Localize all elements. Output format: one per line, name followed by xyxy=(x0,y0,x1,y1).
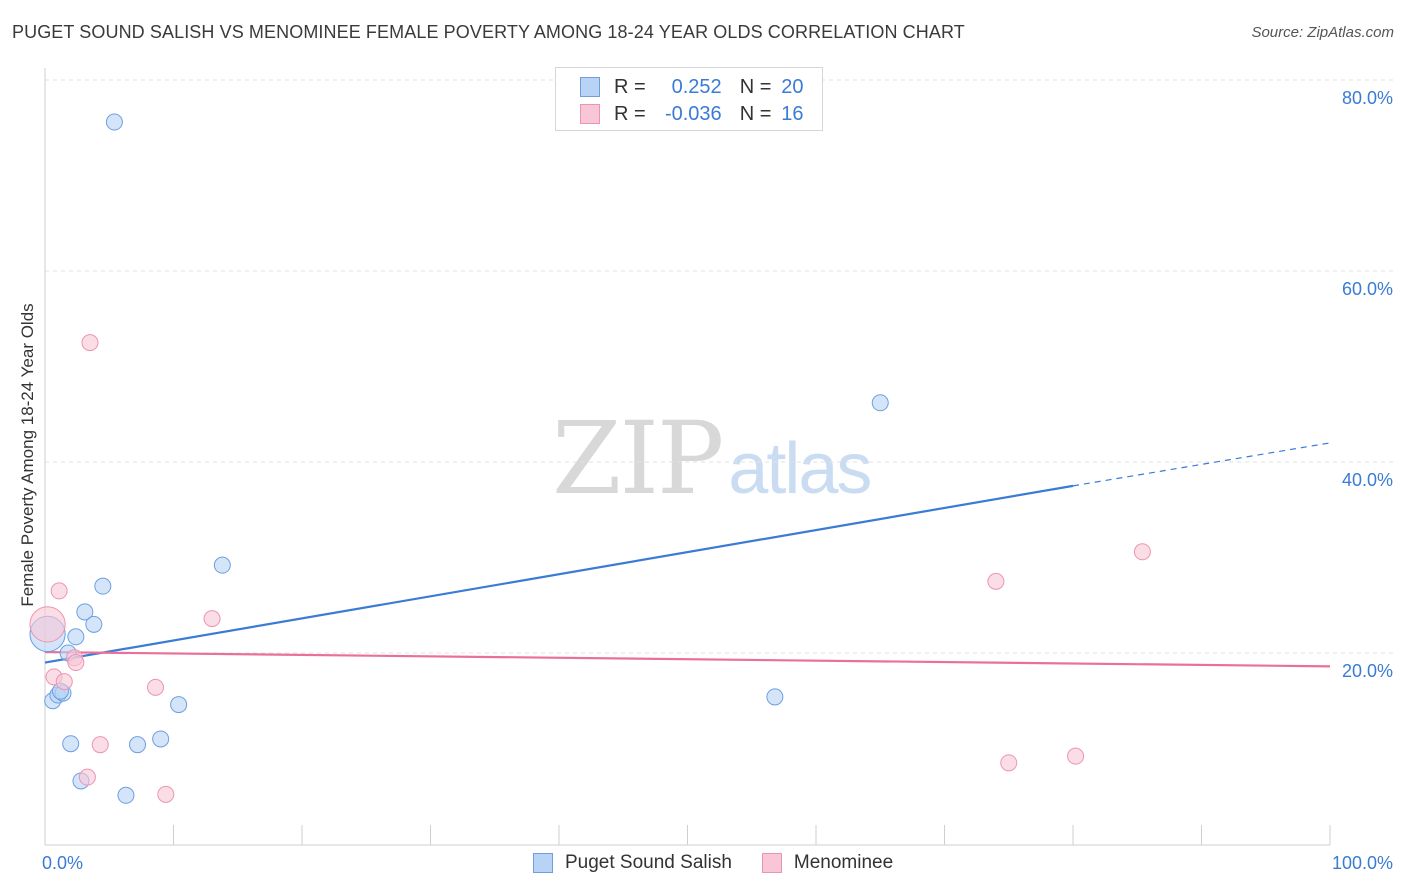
legend-r-label: R = xyxy=(614,75,646,98)
trend-line-menominee xyxy=(44,650,1331,668)
point-menominee xyxy=(29,606,66,643)
legend-row-puget: R = 0.252 N = 20 xyxy=(580,74,807,100)
point-menominee xyxy=(1067,747,1085,765)
point-menominee xyxy=(147,678,165,696)
point-menominee xyxy=(81,334,99,352)
axes xyxy=(44,68,1330,846)
point-menominee xyxy=(67,654,85,672)
y-tick-label: 80.0% xyxy=(1342,88,1393,108)
x-tick-label: 0.0% xyxy=(42,853,83,873)
watermark-atlas: atlas xyxy=(728,429,872,509)
legend-row-menominee: R = -0.036 N = 16 xyxy=(580,101,807,127)
point-menominee xyxy=(55,673,73,691)
point-puget xyxy=(766,688,784,706)
point-menominee xyxy=(91,736,109,754)
point-menominee xyxy=(987,572,1005,590)
point-puget xyxy=(129,736,147,754)
legend-n-label: N = xyxy=(739,102,772,125)
legend-r-label: R = xyxy=(614,102,646,125)
series-legend-menominee: Menominee xyxy=(761,852,894,874)
y-tick-label: 40.0% xyxy=(1342,470,1393,490)
series-swatch-blue xyxy=(533,853,553,873)
trend-line-extension xyxy=(1072,442,1331,487)
point-menominee xyxy=(203,610,221,628)
point-menominee xyxy=(50,582,68,600)
legend-n-value: 16 xyxy=(781,102,804,125)
legend-r-value: 0.252 xyxy=(671,75,722,98)
point-puget xyxy=(76,603,94,621)
point-puget xyxy=(94,577,112,595)
point-puget xyxy=(85,615,103,633)
data-points xyxy=(29,113,1151,804)
source-credit: Source: ZipAtlas.com xyxy=(1251,24,1394,41)
point-puget xyxy=(67,628,85,646)
legend-swatch-blue xyxy=(580,77,600,97)
legend-swatch-pink xyxy=(580,104,600,124)
watermark-zip: ZIP xyxy=(552,400,724,517)
y-axis-label: Female Poverty Among 18-24 Year Olds xyxy=(18,303,37,607)
point-puget xyxy=(871,394,889,412)
legend-r-value: -0.036 xyxy=(664,102,722,125)
point-puget xyxy=(213,556,231,574)
gridlines xyxy=(45,79,1393,654)
point-menominee xyxy=(1000,754,1018,772)
point-puget xyxy=(170,696,188,714)
axis-ticks xyxy=(44,825,1331,845)
correlation-legend: R = 0.252 N = 20 R = -0.036 N = 16 xyxy=(555,67,823,131)
legend-n-value: 20 xyxy=(781,75,804,98)
legend-n-label: N = xyxy=(739,75,772,98)
y-tick-label: 20.0% xyxy=(1342,661,1393,681)
point-puget xyxy=(117,786,135,804)
series-legend-label: Menominee xyxy=(793,852,894,873)
point-puget xyxy=(62,735,80,753)
point-menominee xyxy=(1133,543,1151,561)
watermark: ZIPatlas xyxy=(552,400,872,517)
series-legend: Puget Sound Salish Menominee xyxy=(533,852,923,874)
point-menominee xyxy=(157,785,175,803)
chart-title: PUGET SOUND SALISH VS MENOMINEE FEMALE P… xyxy=(12,22,965,42)
tick-labels: 20.0% 40.0% 60.0% 80.0% 0.0% 100.0% xyxy=(42,88,1393,873)
series-legend-label: Puget Sound Salish xyxy=(565,852,732,873)
point-puget xyxy=(152,730,170,748)
point-menominee xyxy=(78,768,96,786)
trend-line-puget xyxy=(44,484,1074,664)
trend-lines xyxy=(44,442,1331,668)
series-legend-puget: Puget Sound Salish xyxy=(533,852,732,874)
series-swatch-pink xyxy=(761,853,782,873)
y-tick-label: 60.0% xyxy=(1342,279,1393,299)
x-tick-label: 100.0% xyxy=(1332,853,1393,873)
point-puget xyxy=(105,113,123,131)
